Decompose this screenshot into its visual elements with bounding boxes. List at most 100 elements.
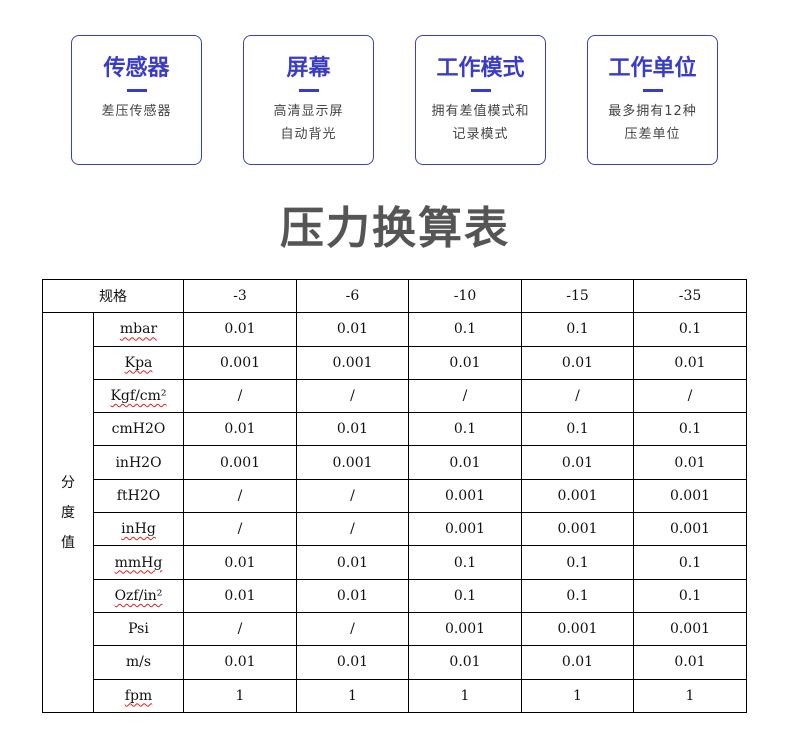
value-cell: 0.001 xyxy=(408,611,522,647)
value-cell: 0.01 xyxy=(183,578,297,613)
group-label-char: 值 xyxy=(61,534,75,551)
card-title: 传感器 xyxy=(103,56,170,81)
unit-cell: ftH2O xyxy=(93,478,184,514)
group-label: 分度值 xyxy=(42,312,94,713)
table-row: fpm 1 1 1 1 1 xyxy=(43,678,747,713)
unit-label: inH2O xyxy=(115,454,162,471)
value-cell: 0.01 xyxy=(296,578,409,613)
value-cell: 0.01 xyxy=(296,412,409,447)
column-header: -35 xyxy=(633,278,747,314)
group-label-char: 分 xyxy=(61,474,75,491)
value-cell: 0.01 xyxy=(296,645,409,680)
table-row: inH2O 0.001 0.001 0.01 0.01 0.01 xyxy=(43,445,747,480)
value-cell: 0.01 xyxy=(183,312,297,347)
value-cell: 0.1 xyxy=(633,312,747,347)
value-cell: 1 xyxy=(408,678,522,713)
value-cell: 0.01 xyxy=(408,645,522,680)
value-cell: / xyxy=(183,512,297,547)
header-spec-label: 规格 xyxy=(42,278,184,314)
pressure-conversion-table: 规格 -3 -6 -10 -15 -35 分度值 mbar 0.01 0.01 0.1 0.1 0.… xyxy=(42,278,747,713)
card-title: 工作模式 xyxy=(436,56,525,81)
unit-label: cmH2O xyxy=(111,421,166,438)
card-divider xyxy=(298,89,319,92)
unit-label: m/s xyxy=(125,654,152,671)
group-label-char: 度 xyxy=(61,504,75,521)
value-cell: 0.01 xyxy=(296,545,409,580)
unit-cell: mmHg xyxy=(93,545,184,580)
value-cell: 0.01 xyxy=(183,645,297,680)
value-cell: 0.01 xyxy=(183,545,297,580)
card-divider xyxy=(126,89,147,92)
value-cell: / xyxy=(296,478,409,514)
value-cell: 0.001 xyxy=(408,478,522,514)
value-cell: 0.01 xyxy=(633,445,747,480)
value-cell: 1 xyxy=(521,678,634,713)
feature-card: 屏幕 高清显示屏 自动背光 xyxy=(243,35,374,165)
unit-label: ftH2O xyxy=(116,487,161,504)
value-cell: 0.001 xyxy=(521,512,634,547)
column-header: -10 xyxy=(408,278,522,314)
card-divider xyxy=(470,89,491,92)
unit-cell: fpm xyxy=(93,678,184,713)
value-cell: 0.1 xyxy=(521,312,634,347)
value-cell: / xyxy=(183,611,297,647)
value-cell: 0.001 xyxy=(633,512,747,547)
feature-card: 工作模式 拥有差值模式和 记录模式 xyxy=(415,35,546,165)
unit-label: Kpa xyxy=(124,354,153,371)
value-cell: 0.001 xyxy=(296,445,409,480)
unit-cell: Kpa xyxy=(93,345,184,380)
table-row: cmH2O 0.01 0.01 0.1 0.1 0.1 xyxy=(43,412,747,447)
table-row: Ozf/in² 0.01 0.01 0.1 0.1 0.1 xyxy=(43,578,747,613)
value-cell: 0.01 xyxy=(633,645,747,680)
value-cell: 1 xyxy=(633,678,747,713)
value-cell: / xyxy=(296,512,409,547)
column-header: -3 xyxy=(183,278,297,314)
value-cell: / xyxy=(183,478,297,514)
value-cell: 0.001 xyxy=(296,345,409,380)
table-row: Psi //0.001 0.001 0.001 xyxy=(43,611,747,647)
card-description: 差压传感器 xyxy=(101,104,172,119)
value-cell: 0.01 xyxy=(521,445,634,480)
feature-card: 工作单位 最多拥有12种 压差单位 xyxy=(587,35,718,165)
table-row: inHg //0.001 0.001 0.001 xyxy=(43,512,747,547)
unit-label: Ozf/in² xyxy=(114,587,163,604)
unit-cell: Ozf/in² xyxy=(93,578,184,613)
value-cell: / xyxy=(296,611,409,647)
page-title: 压力换算表 xyxy=(280,203,510,254)
value-cell: 0.1 xyxy=(408,578,522,613)
card-description: 自动背光 xyxy=(280,127,337,142)
table-row: Kpa 0.001 0.001 0.01 0.01 0.01 xyxy=(43,345,747,380)
unit-label: inHg xyxy=(121,521,156,538)
unit-cell: mbar xyxy=(93,312,184,347)
value-cell: 0.001 xyxy=(521,478,634,514)
value-cell: 0.01 xyxy=(521,345,634,380)
unit-label: Kgf/cm² xyxy=(110,388,167,405)
value-cell: 0.01 xyxy=(296,312,409,347)
unit-cell: m/s xyxy=(93,645,184,680)
card-title: 屏幕 xyxy=(286,56,331,81)
value-cell: 0.01 xyxy=(408,445,522,480)
table-row: ftH2O //0.001 0.001 0.001 xyxy=(43,478,747,514)
value-cell: 0.001 xyxy=(633,611,747,647)
value-cell: 0.1 xyxy=(633,412,747,447)
value-cell: 0.01 xyxy=(408,345,522,380)
card-description: 最多拥有12种 xyxy=(608,104,697,119)
table-row: m/s 0.01 0.01 0.01 0.01 0.01 xyxy=(43,645,747,680)
value-cell: 0.1 xyxy=(521,545,634,580)
table-row: 分度值 mbar 0.01 0.01 0.1 0.1 0.1 xyxy=(42,312,747,713)
value-cell: 0.1 xyxy=(408,545,522,580)
value-cell: 0.1 xyxy=(408,412,522,447)
value-cell: 0.1 xyxy=(521,412,634,447)
value-cell: 1 xyxy=(296,678,409,713)
unit-cell: Psi xyxy=(93,611,184,647)
card-description: 记录模式 xyxy=(452,127,509,142)
value-cell: 0.1 xyxy=(408,312,522,347)
unit-label: mmHg xyxy=(114,554,163,571)
value-cell: / xyxy=(408,378,522,414)
unit-label: fpm xyxy=(124,687,153,704)
unit-cell: inH2O xyxy=(93,445,184,480)
column-header: -15 xyxy=(521,278,634,314)
value-cell: 0.1 xyxy=(633,578,747,613)
value-cell: 0.001 xyxy=(183,345,297,380)
unit-cell: cmH2O xyxy=(93,412,184,447)
